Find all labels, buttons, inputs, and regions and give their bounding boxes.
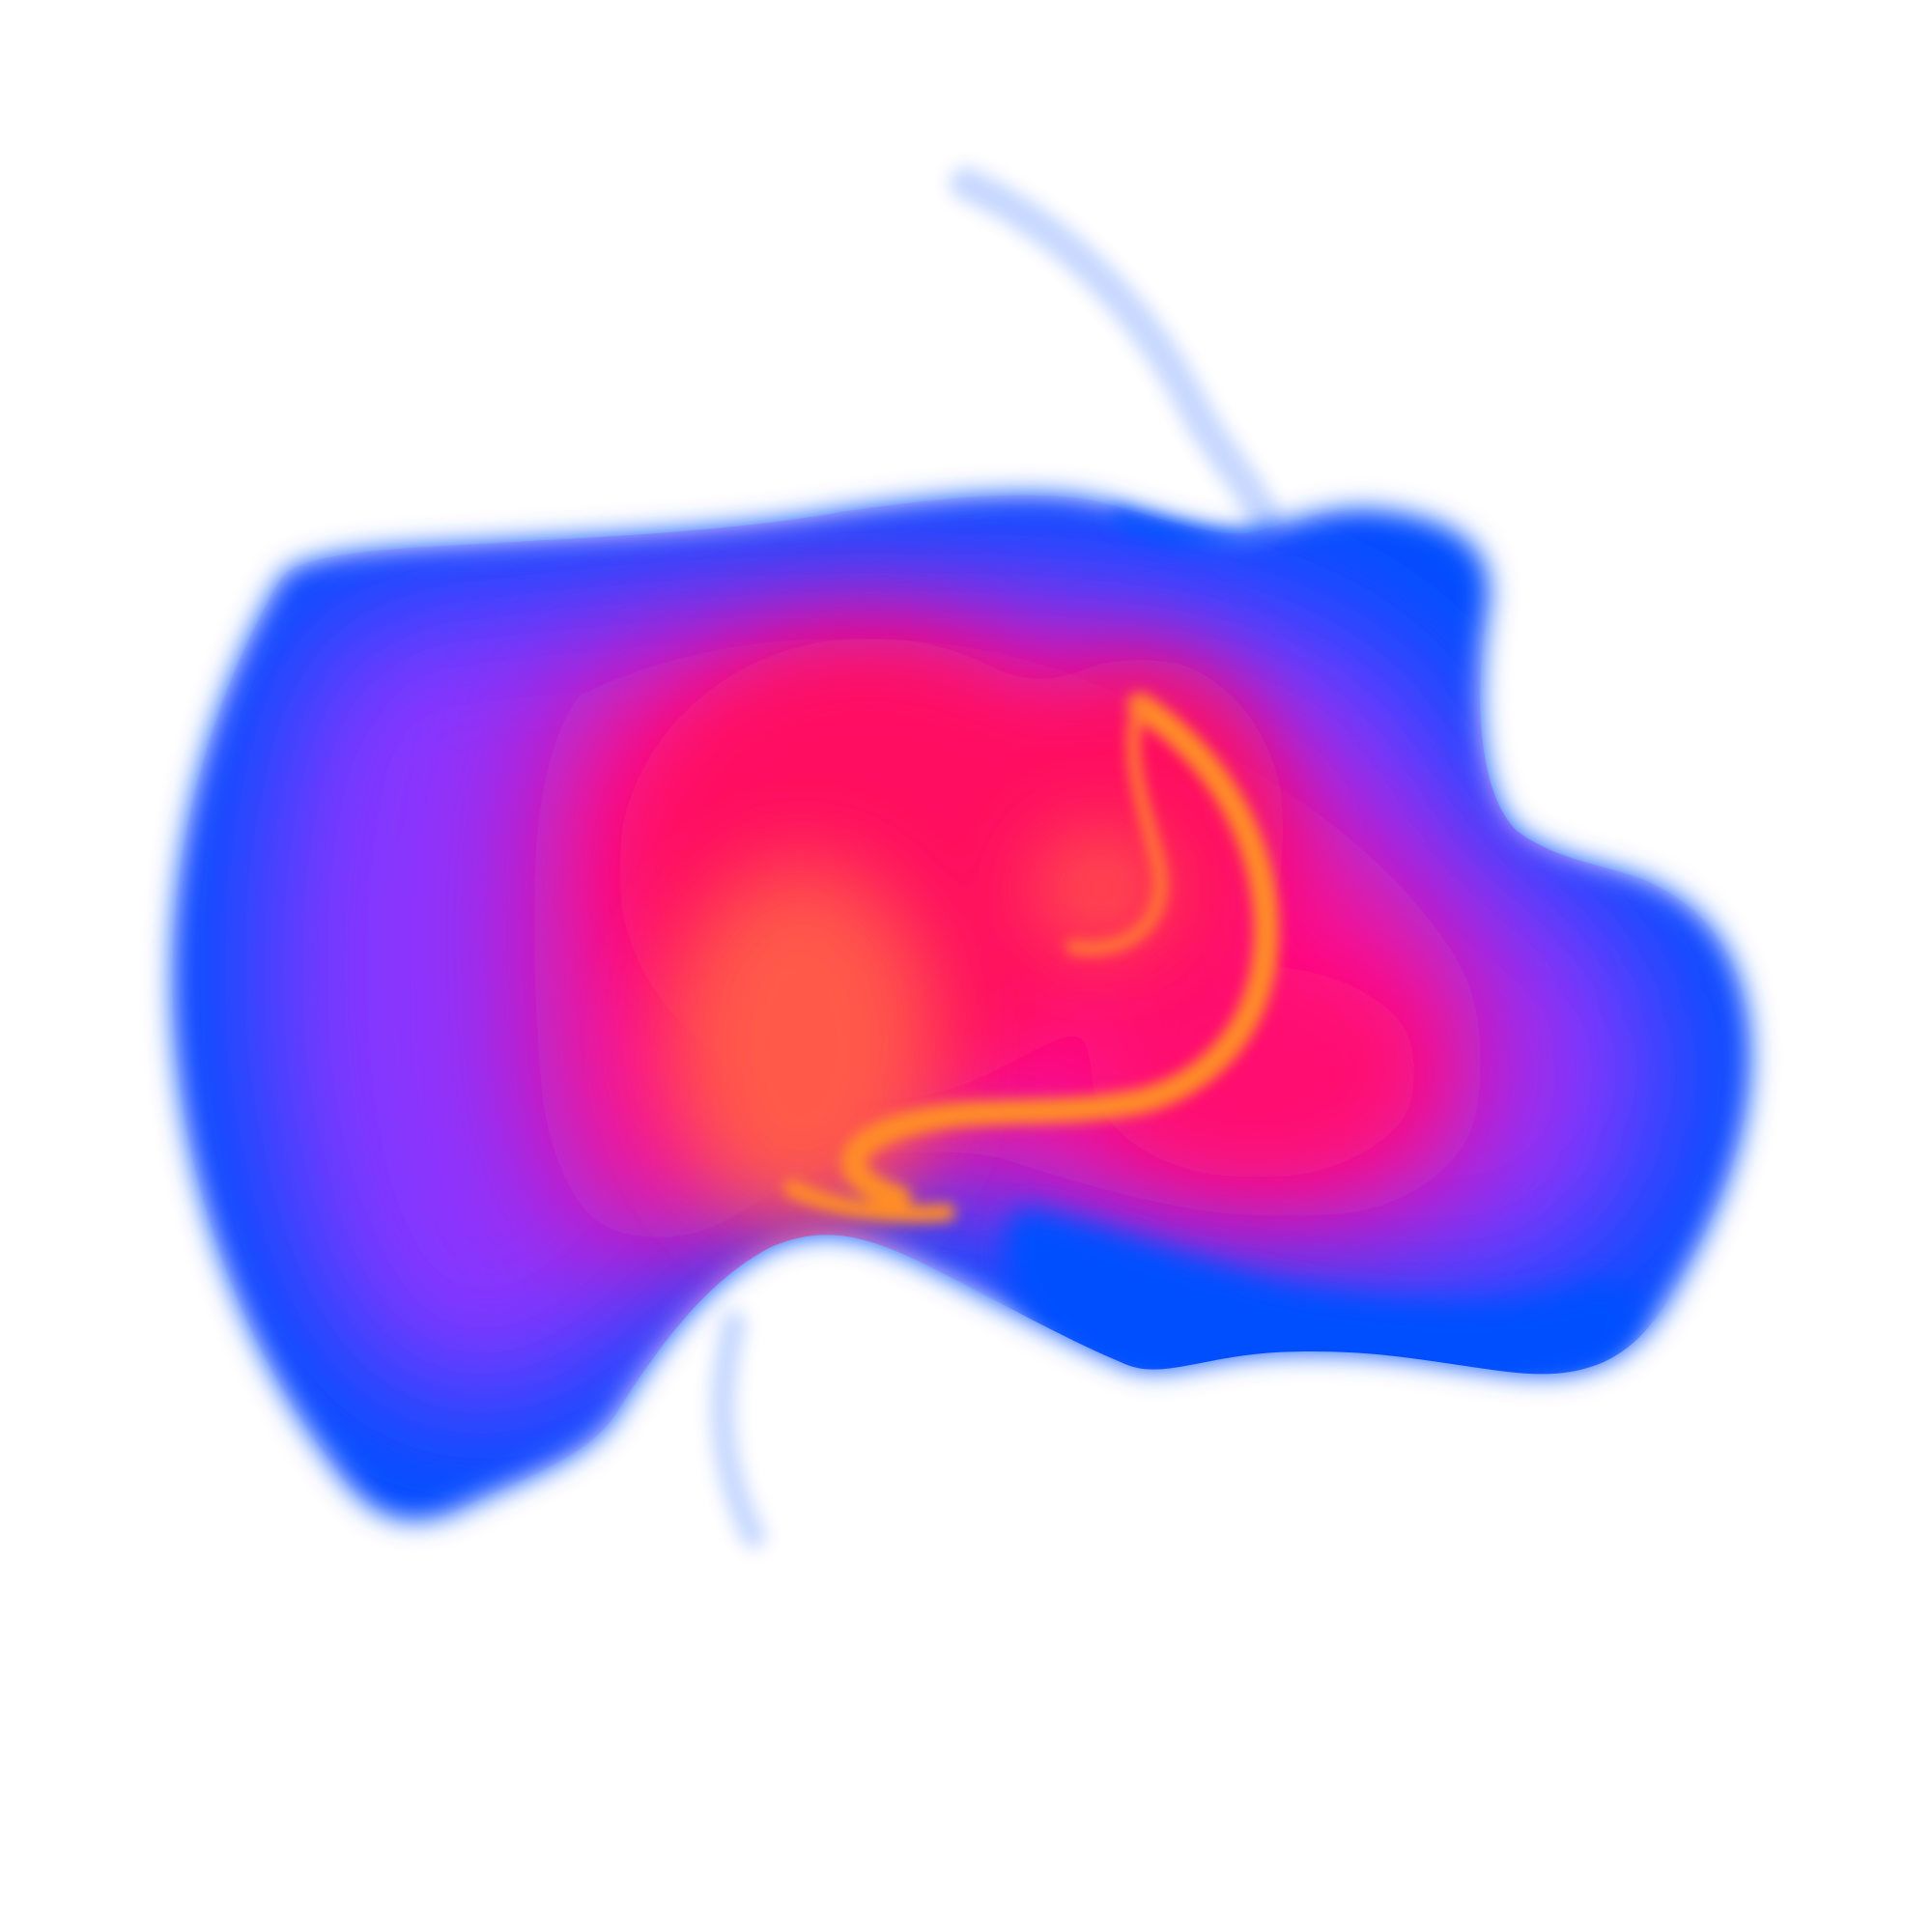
wispy-trails: [710, 167, 1282, 1548]
top-rim-accent: [1111, 507, 1275, 547]
orange-swirl: [783, 693, 1280, 1223]
lower-right-blue-lobe: [1003, 1208, 1639, 1403]
